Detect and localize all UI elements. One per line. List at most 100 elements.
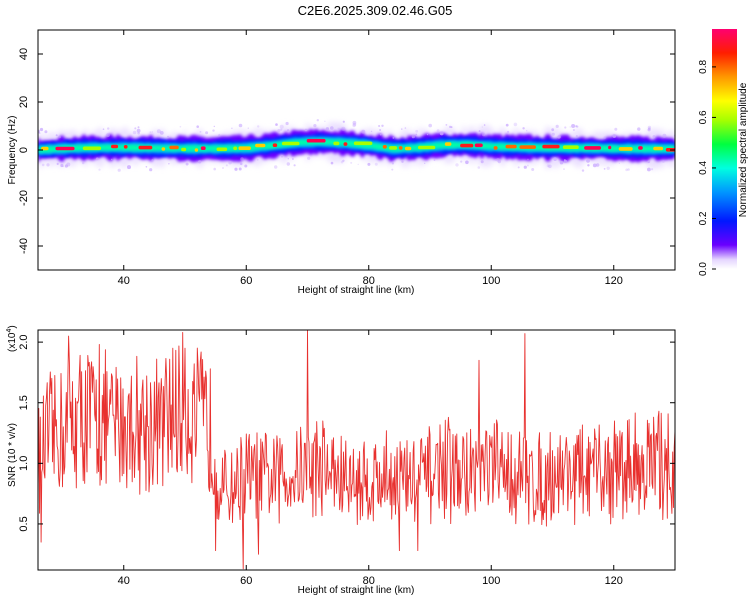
heatmap-speckle bbox=[548, 164, 552, 169]
heatmap-speckle bbox=[445, 124, 448, 126]
heatmap-speckle bbox=[614, 127, 618, 131]
heatmap-speckle bbox=[275, 123, 278, 126]
heatmap-speckle bbox=[102, 128, 105, 130]
heatmap-speckle bbox=[627, 168, 630, 171]
heatmap-speckle bbox=[293, 164, 296, 167]
heatmap-speckle bbox=[505, 123, 509, 127]
heatmap-y-tick-label: -20 bbox=[18, 190, 30, 206]
heatmap-speckle bbox=[167, 135, 169, 138]
heatmap-speckle bbox=[145, 166, 148, 168]
heatmap-hot-segment bbox=[493, 146, 498, 150]
snr-y-axis-label: SNR (10 * v/v) bbox=[7, 423, 18, 487]
heatmap-speckle bbox=[106, 133, 110, 138]
heatmap-speckle bbox=[151, 131, 154, 133]
heatmap-speckle bbox=[287, 158, 289, 160]
snr-x-tick-label: 80 bbox=[363, 575, 375, 587]
heatmap-speckle bbox=[41, 163, 45, 167]
heatmap-speckle bbox=[149, 168, 153, 172]
heatmap-speckle bbox=[238, 123, 243, 128]
heatmap-panel: 40 60 80 100 120 -40 -20 0 20 40 Height of straig… bbox=[7, 29, 676, 296]
heatmap-speckle bbox=[107, 127, 110, 130]
heatmap-ridge bbox=[38, 119, 675, 172]
heatmap-speckle bbox=[324, 120, 326, 123]
heatmap-speckle bbox=[415, 133, 418, 136]
heatmap-hot-segment bbox=[200, 146, 206, 150]
heatmap-hot-segment bbox=[333, 141, 340, 146]
heatmap-hot-segment bbox=[474, 143, 483, 148]
heatmap-speckle bbox=[575, 135, 578, 138]
heatmap-speckle bbox=[256, 158, 259, 161]
snr-x-tick-label: 60 bbox=[240, 575, 252, 587]
heatmap-speckle bbox=[212, 129, 215, 132]
heatmap-speckle bbox=[228, 161, 232, 165]
heatmap-speckle bbox=[483, 124, 486, 126]
heatmap-speckle bbox=[404, 127, 407, 129]
heatmap-hot-segment bbox=[653, 146, 664, 151]
colorbar-ticks: 0.0 0.2 0.4 0.6 0.8 bbox=[698, 60, 716, 276]
figure-title: C2E6.2025.309.02.46.G05 bbox=[298, 3, 453, 18]
heatmap-speckle bbox=[477, 166, 481, 169]
heatmap-speckle bbox=[563, 168, 565, 170]
heatmap-speckle bbox=[277, 129, 281, 133]
heatmap-speckle bbox=[168, 163, 170, 165]
heatmap-speckle bbox=[98, 168, 101, 171]
heatmap-speckle bbox=[478, 130, 481, 133]
heatmap-speckle bbox=[280, 128, 283, 131]
heatmap-y-axis-label: Frequency (Hz) bbox=[7, 116, 18, 185]
heatmap-hot-segment bbox=[618, 147, 633, 151]
heatmap-speckle bbox=[234, 167, 238, 171]
heatmap-speckle bbox=[225, 164, 228, 167]
heatmap-hot-segment bbox=[404, 146, 412, 151]
heatmap-speckle bbox=[433, 159, 436, 161]
heatmap-hot-segment bbox=[353, 141, 373, 146]
heatmap-y-tick-label: 0 bbox=[18, 147, 30, 153]
heatmap-speckle bbox=[46, 163, 50, 167]
snr-y-tick-label: 1.5 bbox=[18, 395, 30, 410]
heatmap-speckle bbox=[379, 129, 382, 131]
colorbar-tick-label: 0.2 bbox=[698, 211, 709, 225]
heatmap-speckle bbox=[240, 157, 244, 161]
heatmap-speckle bbox=[523, 165, 527, 169]
heatmap-speckle bbox=[415, 129, 419, 133]
heatmap-speckle bbox=[341, 126, 346, 131]
heatmap-speckle bbox=[199, 131, 202, 133]
heatmap-hot-segment bbox=[343, 142, 348, 146]
heatmap-speckle bbox=[330, 161, 334, 165]
heatmap-hot-segment bbox=[181, 147, 187, 152]
heatmap-speckle bbox=[179, 125, 182, 128]
snr-x-tick-label: 100 bbox=[482, 575, 500, 587]
heatmap-speckle bbox=[279, 124, 284, 129]
heatmap-x-tick-label: 100 bbox=[482, 275, 500, 287]
heatmap-speckle bbox=[286, 162, 290, 166]
heatmap-speckle bbox=[137, 131, 140, 135]
heatmap-speckle bbox=[481, 126, 483, 128]
heatmap-hot-segment bbox=[562, 145, 579, 149]
heatmap-speckle bbox=[381, 124, 384, 128]
snr-y-scale-label: (x104) bbox=[6, 325, 18, 352]
heatmap-speckle bbox=[352, 120, 357, 125]
colorbar-gradient bbox=[712, 29, 737, 269]
heatmap-speckle bbox=[526, 164, 529, 167]
heatmap-speckle bbox=[507, 130, 510, 133]
colorbar-tick-label: 0.4 bbox=[698, 161, 709, 175]
heatmap-speckle bbox=[44, 130, 48, 134]
heatmap-speckle bbox=[82, 161, 85, 165]
heatmap-speckle bbox=[612, 134, 617, 138]
heatmap-x-tick-label: 120 bbox=[605, 275, 623, 287]
heatmap-speckle bbox=[572, 129, 575, 131]
heatmap-hot-segment bbox=[281, 141, 300, 146]
heatmap-speckle bbox=[662, 160, 665, 163]
heatmap-speckle bbox=[587, 164, 590, 167]
heatmap-speckle bbox=[618, 162, 620, 164]
heatmap-speckle bbox=[557, 135, 561, 139]
snr-panel: 40 60 80 100 120 0.5 1.0 1.5 2.0 Height of strai… bbox=[6, 325, 676, 596]
heatmap-speckle bbox=[564, 126, 567, 129]
heatmap-speckle bbox=[66, 162, 71, 167]
heatmap-speckle bbox=[586, 159, 590, 163]
heatmap-speckle bbox=[455, 163, 459, 167]
heatmap-speckle bbox=[497, 159, 501, 164]
heatmap-speckle bbox=[198, 160, 202, 164]
heatmap-speckle bbox=[304, 128, 308, 132]
heatmap-speckle bbox=[494, 159, 497, 161]
